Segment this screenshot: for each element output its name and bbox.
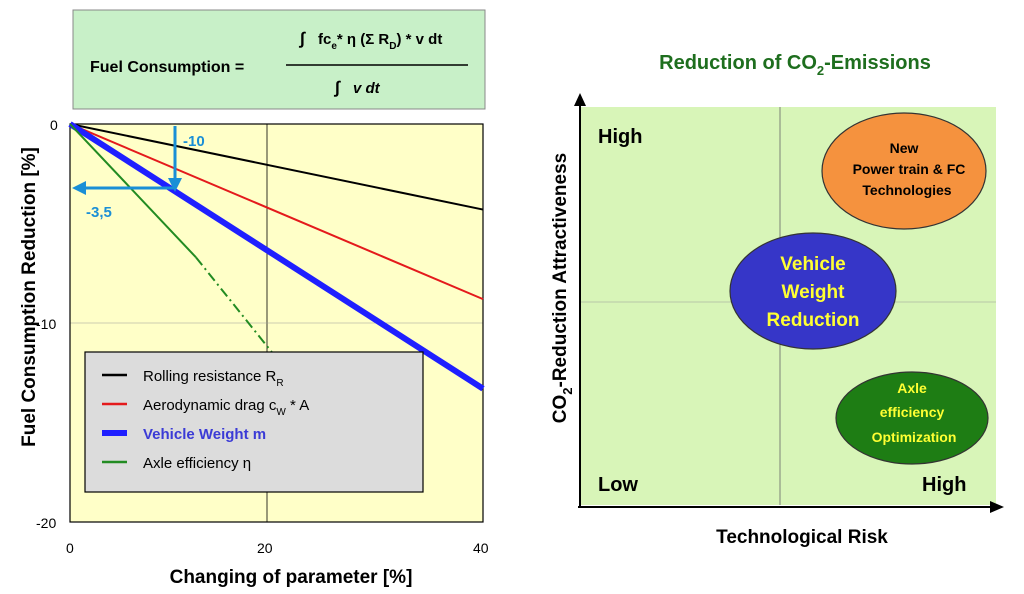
formula-box: Fuel Consumption = ∫ fce* η (Σ RD) * v d…	[72, 9, 486, 110]
formula-numerator: fce* η (Σ RD) * v dt	[318, 31, 442, 52]
bubble-new-powertrain: New Power train & FC Technologies	[821, 112, 987, 230]
x-tick-40: 40	[473, 540, 489, 556]
y-tick-0: 0	[50, 117, 58, 133]
bubble-new-powertrain-line3: Technologies	[862, 182, 951, 198]
series-aerodynamic-drag	[69, 123, 484, 301]
bubble-new-powertrain-line2: Power train & FC	[853, 161, 966, 177]
x-axis-label: Changing of parameter [%]	[170, 567, 413, 588]
corner-label-high-top: High	[598, 126, 642, 148]
series-rolling-resistance	[69, 123, 484, 211]
x-tick-0: 0	[66, 540, 74, 556]
series-vehicle-weight	[68, 121, 485, 392]
annotation-minus-10: -10	[183, 133, 205, 150]
legend-label-weight: Vehicle Weight m	[143, 426, 266, 443]
legend: Rolling resistance RR Aerodynamic drag c…	[84, 351, 424, 493]
corner-label-low: Low	[598, 474, 638, 496]
y-tick-20: -20	[36, 515, 56, 531]
vertical-arrow-head	[168, 178, 182, 192]
x-tick-20: 20	[257, 540, 273, 556]
legend-box	[84, 351, 424, 493]
annotation-arrows: -10 -3,5	[72, 126, 205, 221]
bubble-vehicle-weight-line1: Vehicle	[780, 254, 846, 275]
legend-label-rolling: Rolling resistance RR	[143, 368, 284, 389]
plot-frame	[69, 123, 484, 523]
series-axle-efficiency	[69, 123, 197, 259]
legend-label-aero: Aerodynamic drag cW * A	[143, 397, 309, 418]
matrix-x-arrowhead	[990, 501, 1004, 513]
matrix-title: Reduction of CO2-Emissions	[659, 52, 931, 78]
formula-denominator: v dt	[353, 80, 381, 97]
matrix-y-label: CO2-Reduction Attractiveness	[550, 153, 575, 423]
bubble-axle-efficiency-line3: Optimization	[872, 429, 957, 445]
annotation-minus-3-5: -3,5	[86, 204, 112, 221]
fuel-reduction-chart: -10 -3,5 Rolling resistance RR Aerodynam…	[19, 117, 489, 588]
corner-label-high-right: High	[922, 474, 966, 496]
y-tick-10: -10	[36, 316, 56, 332]
series-layer	[68, 121, 485, 392]
bubble-vehicle-weight-line2: Weight	[782, 282, 846, 303]
matrix-x-label: Technological Risk	[716, 527, 888, 548]
y-axis-label: Fuel Consumption Reduction [%]	[19, 147, 40, 447]
bubble-vehicle-weight-line3: Reduction	[767, 310, 860, 331]
horizontal-arrow-head	[72, 181, 86, 195]
bubble-vehicle-weight: Vehicle Weight Reduction	[729, 232, 897, 350]
formula-label: Fuel Consumption =	[90, 59, 244, 76]
bubble-axle-efficiency: Axle efficiency Optimization	[835, 371, 989, 465]
legend-label-axle: Axle efficiency η	[143, 455, 251, 472]
series-axle-efficiency-projection	[195, 256, 274, 354]
formula-integral-top: ∫	[298, 29, 306, 48]
bubble-axle-efficiency-line1: Axle	[897, 380, 927, 396]
formula-integral-bottom: ∫	[333, 78, 341, 97]
matrix-y-arrowhead	[574, 93, 586, 106]
bubble-new-powertrain-line1: New	[890, 140, 919, 156]
co2-reduction-matrix: Reduction of CO2-Emissions High Low High…	[550, 52, 1004, 548]
bubble-axle-efficiency-line2: efficiency	[880, 404, 945, 420]
